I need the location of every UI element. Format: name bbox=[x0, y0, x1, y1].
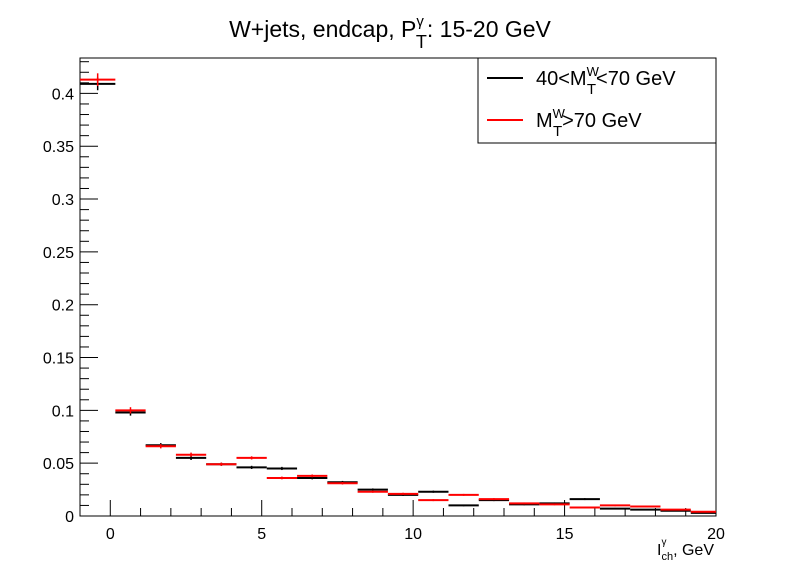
x-tick-label: 5 bbox=[257, 526, 266, 543]
x-tick-label: 15 bbox=[556, 526, 574, 543]
series-2 bbox=[80, 73, 716, 513]
x-tick-label: 0 bbox=[106, 526, 115, 543]
y-tick-label: 0.05 bbox=[43, 456, 74, 473]
legend-label-series-1: 40<MW T<70 GeV bbox=[536, 64, 676, 98]
chart-title: W+jets, endcap, Pγ T: 15-20 GeV bbox=[229, 13, 551, 52]
y-tick-label: 0.25 bbox=[43, 245, 74, 262]
plot-frame bbox=[79, 57, 717, 517]
legend-box bbox=[477, 57, 717, 144]
x-tick-label: 20 bbox=[707, 526, 725, 543]
y-tick-label: 0.4 bbox=[52, 86, 74, 103]
y-tick-label: 0.15 bbox=[43, 351, 74, 368]
x-axis-label: Iγ ch, GeV bbox=[657, 537, 714, 563]
x-axis: 0 5 10 15 20 bbox=[79, 500, 725, 543]
y-tick-label: 0.3 bbox=[52, 192, 74, 209]
y-tick-label: 0.35 bbox=[43, 139, 74, 156]
y-tick-label: 0.1 bbox=[52, 403, 74, 420]
y-axis: 0 0.05 0.1 0.15 0.2 0.25 0.3 0.35 0.4 bbox=[43, 61, 98, 526]
y-tick-label: 0.2 bbox=[52, 298, 74, 315]
y-tick-label: 0 bbox=[65, 509, 74, 526]
legend: 40<MW T<70 GeV MW T>70 GeV bbox=[477, 57, 717, 144]
x-tick-label: 10 bbox=[404, 526, 422, 543]
legend-label-series-2: MW T>70 GeV bbox=[536, 106, 642, 140]
series-layer bbox=[80, 73, 716, 514]
